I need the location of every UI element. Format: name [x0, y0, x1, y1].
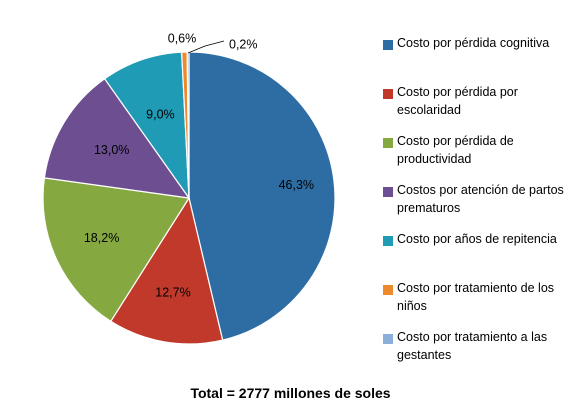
- legend-swatch-6: [383, 285, 393, 295]
- pie-slice-2: [109, 196, 224, 345]
- pie-slice-5: [103, 51, 190, 201]
- legend-label-2: Costo por pérdida por escolaridad: [397, 85, 518, 117]
- pie-slice-1: [188, 51, 336, 341]
- leader-line-7: [187, 40, 225, 54]
- data-label-7: 0,2%: [229, 37, 258, 51]
- data-label-5: 9,0%: [146, 107, 175, 121]
- data-label-1: 46,3%: [279, 178, 314, 192]
- data-label-3: 18,2%: [84, 231, 119, 245]
- legend-label-6: Costo por tratamiento de los niños: [397, 281, 555, 313]
- legend-swatch-1: [383, 40, 393, 50]
- legend-label-4: Costos por atención de partos prematuros: [397, 183, 564, 215]
- data-label-6: 0,6%: [168, 31, 197, 45]
- chart-caption: Total = 2777 millones de soles: [190, 385, 391, 401]
- pie-slices: [42, 51, 336, 345]
- data-label-4: 13,0%: [94, 143, 129, 157]
- legend-swatch-5: [383, 236, 393, 246]
- legend-label-5: Costo por años de repitencia: [397, 232, 557, 246]
- legend-label-1: Costo por pérdida cognitiva: [397, 36, 550, 50]
- legend-swatch-3: [383, 138, 393, 148]
- pie-slice-4: [43, 77, 191, 199]
- leader-lines: [187, 40, 225, 54]
- pie-slice-3: [42, 177, 191, 323]
- pie-slice-7: [186, 51, 190, 199]
- legend-swatch-2: [383, 89, 393, 99]
- legend-swatch-4: [383, 187, 393, 197]
- data-labels: 46,3% 12,7% 18,2% 13,0% 9,0% 0,6% 0,2%: [84, 31, 314, 299]
- legend-label-7: Costo por tratamiento a las gestantes: [397, 330, 548, 362]
- legend-swatch-7: [383, 334, 393, 344]
- legend-label-3: Costo por pérdida de productividad: [397, 134, 514, 166]
- data-label-2: 12,7%: [155, 285, 190, 299]
